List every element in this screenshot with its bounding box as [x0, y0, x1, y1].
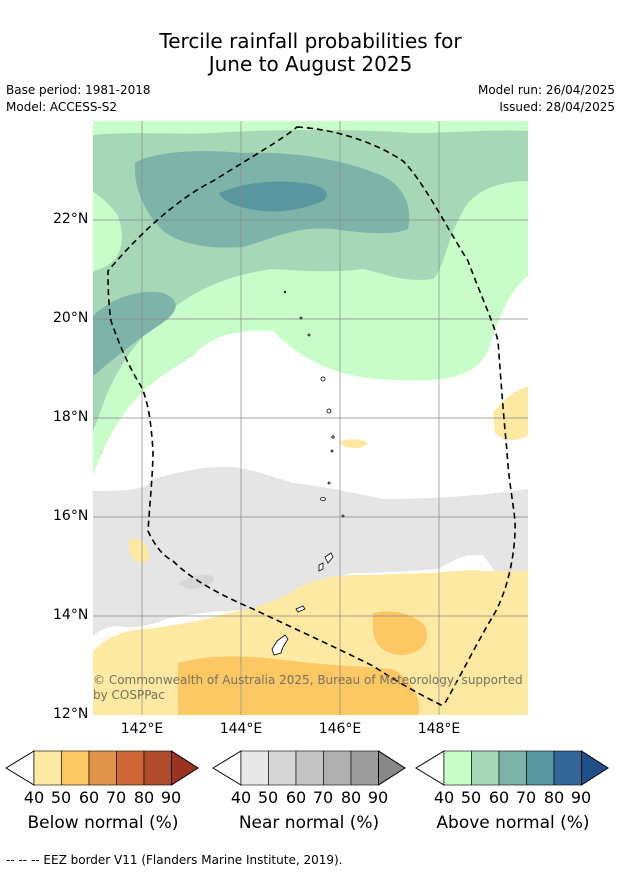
cb-above-tick-60: 60 [488, 788, 510, 807]
cb-below-tick-80: 80 [133, 788, 155, 807]
cb-near-0 [240, 750, 269, 786]
cb-above-tick-50: 50 [460, 788, 482, 807]
copyright-line1: © Commonwealth of Australia 2025, Bureau… [93, 673, 523, 687]
cb-near-4 [350, 750, 379, 786]
below-normal-50-region [178, 611, 427, 715]
cb-above-0 [443, 750, 472, 786]
cb-below-tick-40: 40 [23, 788, 45, 807]
cb-below-tick-50: 50 [50, 788, 72, 807]
copyright-line2: by COSPPac [93, 688, 165, 702]
title-line2: June to August 2025 [208, 52, 413, 76]
model-run: Model run: 26/04/2025 [477, 83, 615, 97]
cb-above-3 [526, 750, 555, 786]
cb-below-3 [116, 750, 145, 786]
cb-below-2 [88, 750, 117, 786]
rota-island [295, 605, 306, 613]
cb-above-2 [498, 750, 527, 786]
cb-above-tick-70: 70 [515, 788, 537, 807]
base-period: Base period: 1981-2018 [6, 83, 151, 97]
cb-near-3 [323, 750, 352, 786]
map-gridlines [93, 121, 528, 715]
islands [271, 290, 345, 656]
lat-label-12: 12°N [53, 706, 89, 722]
title-line1: Tercile rainfall probabilities for [159, 29, 462, 53]
colorbar-label-below: Below normal (%) [27, 813, 179, 833]
eez-footer-note: -- -- -- EEZ border V11 (Flanders Marine… [6, 853, 343, 867]
forecast-map [93, 121, 528, 715]
cb-near-tick-80: 80 [340, 788, 362, 807]
near-normal-40-region [93, 466, 528, 636]
cb-below-tick-60: 60 [78, 788, 100, 807]
cb-below-4 [143, 750, 172, 786]
cb-near-tick-40: 40 [230, 788, 252, 807]
cb-below-0 [33, 750, 62, 786]
cb-near-tick-70: 70 [312, 788, 334, 807]
saipan-island [318, 552, 334, 572]
cb-above-1 [471, 750, 500, 786]
cb-above-tick-40: 40 [433, 788, 455, 807]
model-name: Model: ACCESS-S2 [6, 100, 118, 114]
lon-label-148: 148°E [417, 721, 461, 737]
lat-label-16: 16°N [53, 508, 89, 524]
lat-label-14: 14°N [53, 607, 89, 623]
cb-near-tick-90: 90 [367, 788, 389, 807]
guam-island [271, 634, 289, 656]
cb-near-tick-50: 50 [257, 788, 279, 807]
lon-label-146: 146°E [318, 721, 362, 737]
lat-label-18: 18°N [53, 409, 89, 425]
cb-above-4 [553, 750, 582, 786]
lon-label-144: 144°E [219, 721, 263, 737]
eez-border [107, 126, 516, 706]
cb-below-tick-90: 90 [160, 788, 182, 807]
colorbar-above-normal [415, 750, 609, 786]
cb-below-tick-70: 70 [105, 788, 127, 807]
colorbar-near-normal [212, 750, 406, 786]
lat-label-22: 22°N [53, 211, 89, 227]
cb-above-tick-80: 80 [543, 788, 565, 807]
cb-above-tick-90: 90 [570, 788, 592, 807]
colorbar-label-near: Near normal (%) [238, 813, 380, 833]
cb-below-1 [61, 750, 90, 786]
cb-near-2 [295, 750, 324, 786]
above-normal-70-region [219, 181, 327, 212]
lon-label-142: 142°E [120, 721, 164, 737]
colorbar-label-above: Above normal (%) [436, 813, 590, 833]
cb-near-1 [268, 750, 297, 786]
lat-label-20: 20°N [53, 310, 89, 326]
issued-date: Issued: 28/04/2025 [499, 100, 615, 114]
colorbar-below-normal [5, 750, 199, 786]
colorbars [5, 750, 609, 786]
cb-near-tick-60: 60 [285, 788, 307, 807]
